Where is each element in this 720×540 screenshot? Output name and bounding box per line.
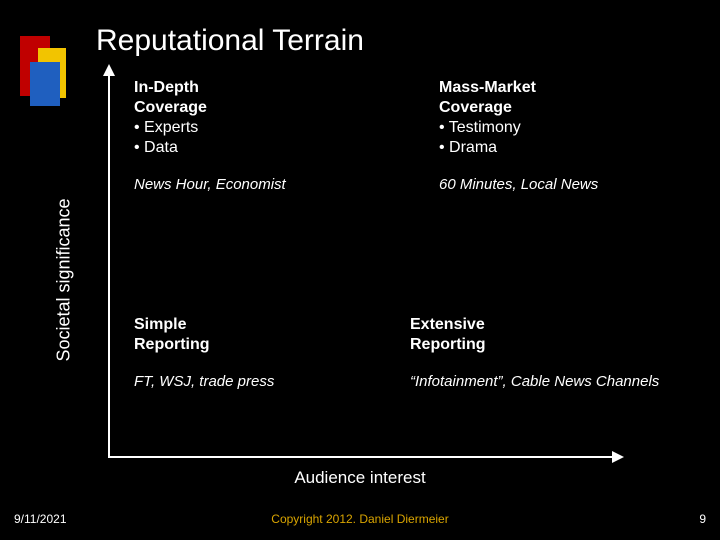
quadrant-top-right: Mass-Market Coverage • Testimony • Drama… [439,78,720,193]
quadrant-heading: In-Depth [134,78,424,98]
page-title: Reputational Terrain [96,24,364,58]
quadrant-heading: Coverage [439,98,720,118]
quadrant-heading: Extensive [410,315,700,335]
quadrant-bullet: • Data [134,138,424,158]
quadrant-examples: FT, WSJ, trade press [134,373,424,390]
footer-copyright: Copyright 2012. Daniel Diermeier [0,512,720,526]
quadrant-top-left: In-Depth Coverage • Experts • Data News … [134,78,424,193]
quadrant-bottom-right: Extensive Reporting “Infotainment”, Cabl… [410,315,700,390]
quadrant-bullet: • Experts [134,118,424,138]
quadrant-examples: “Infotainment”, Cable News Channels [410,373,700,390]
quadrant-bullet: • Testimony [439,118,720,138]
x-axis [108,456,614,458]
quadrant-heading: Simple [134,315,424,335]
quadrant-examples: News Hour, Economist [134,176,424,193]
quadrant-heading: Reporting [134,335,424,355]
quadrant-bullet: • Drama [439,138,720,158]
footer: 9/11/2021 Copyright 2012. Daniel Diermei… [0,512,720,532]
quadrant-grid: In-Depth Coverage • Experts • Data News … [120,78,700,454]
quadrant-heading: Reporting [410,335,700,355]
footer-page-number: 9 [699,512,706,526]
y-axis [108,74,110,458]
quadrant-bottom-left: Simple Reporting FT, WSJ, trade press [134,315,424,390]
slide: Reputational Terrain Societal significan… [0,0,720,540]
quadrant-heading: Mass-Market [439,78,720,98]
quadrant-heading: Coverage [134,98,424,118]
quadrant-examples: 60 Minutes, Local News [439,176,720,193]
y-axis-label: Societal significance [54,198,75,361]
x-axis-label: Audience interest [0,468,720,488]
logo [20,36,76,116]
logo-blue-block [30,62,60,106]
